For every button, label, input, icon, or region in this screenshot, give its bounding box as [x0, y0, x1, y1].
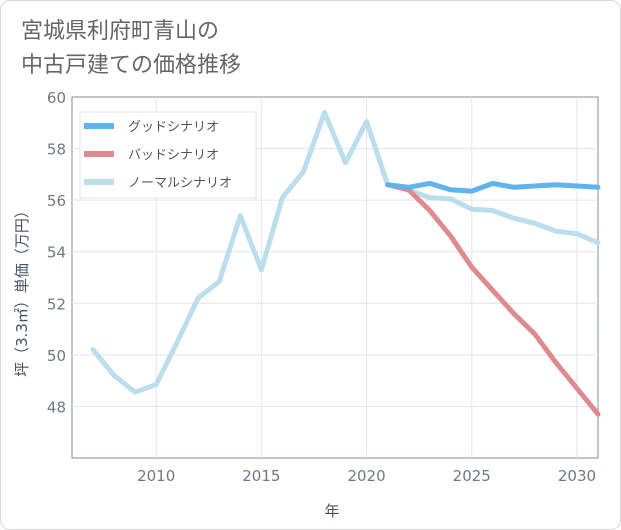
- y-axis-ticks: 48 50 52 54 56 58 60: [47, 89, 66, 416]
- x-tick-label-2030: 2030: [558, 467, 596, 485]
- x-tick-label-2025: 2025: [453, 467, 491, 485]
- x-tick-label-2010: 2010: [137, 467, 175, 485]
- chart-title: 宮城県利府町青山の 中古戸建ての価格推移: [21, 15, 241, 83]
- grid-lines: [72, 97, 598, 458]
- y-axis-title: 坪（3.3㎡）単価（万円）: [13, 203, 31, 377]
- y-tick-label-54: 54: [47, 244, 66, 262]
- series-line-1: [385, 182, 601, 417]
- series-lines: [90, 110, 601, 417]
- x-axis-title: 年: [324, 502, 339, 520]
- series-line-2: [90, 110, 601, 395]
- legend-label-2: ノーマルシナリオ: [128, 176, 232, 191]
- chart-title-line-2: 中古戸建ての価格推移: [21, 53, 242, 78]
- x-axis-ticks: 2010 2015 2020 2025 2030: [137, 467, 596, 485]
- y-tick-label-60: 60: [47, 89, 66, 107]
- x-tick-label-2020: 2020: [347, 467, 385, 485]
- y-tick-label-50: 50: [47, 347, 66, 365]
- y-tick-label-58: 58: [47, 141, 66, 159]
- chart-title-line-1: 宮城県利府町青山の: [21, 19, 220, 44]
- y-tick-label-52: 52: [47, 295, 66, 313]
- y-tick-label-48: 48: [47, 398, 66, 416]
- legend-label-0: グッドシナリオ: [128, 120, 219, 135]
- y-tick-label-56: 56: [47, 192, 66, 210]
- legend-label-1: バッドシナリオ: [128, 148, 219, 163]
- series-line-0: [385, 180, 601, 194]
- x-tick-label-2015: 2015: [242, 467, 280, 485]
